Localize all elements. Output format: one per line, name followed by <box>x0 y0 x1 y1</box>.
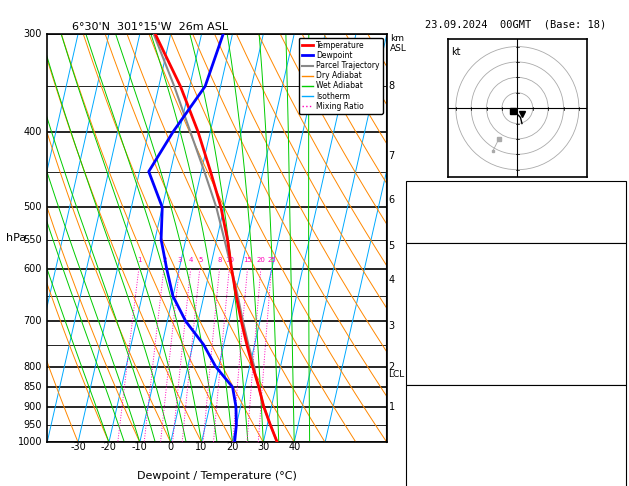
Text: -3: -3 <box>611 331 622 340</box>
Text: 20: 20 <box>257 258 265 263</box>
Text: 1000: 1000 <box>18 437 42 447</box>
Text: 900: 900 <box>24 401 42 412</box>
Legend: Temperature, Dewpoint, Parcel Trajectory, Dry Adiabat, Wet Adiabat, Isotherm, Mi: Temperature, Dewpoint, Parcel Trajectory… <box>299 38 383 114</box>
Text: 800: 800 <box>24 362 42 372</box>
Text: 4: 4 <box>189 258 194 263</box>
Text: Most Unstable: Most Unstable <box>481 392 551 401</box>
Text: θᴄ (K): θᴄ (K) <box>409 433 442 442</box>
Text: 1: 1 <box>137 258 142 263</box>
Text: 33: 33 <box>611 188 622 197</box>
Text: LCL: LCL <box>389 370 405 379</box>
Text: Lifted Index: Lifted Index <box>409 331 474 340</box>
Text: 0: 0 <box>616 372 622 381</box>
Text: 43: 43 <box>611 208 622 217</box>
Text: 4: 4 <box>389 275 394 285</box>
Text: CAPE (J): CAPE (J) <box>409 351 452 360</box>
Text: 400: 400 <box>24 126 42 137</box>
Text: 2: 2 <box>162 258 167 263</box>
Text: 34.5: 34.5 <box>601 270 622 278</box>
Text: K: K <box>409 188 415 197</box>
Text: 7: 7 <box>389 151 395 161</box>
Text: 700: 700 <box>23 316 42 326</box>
Text: 550: 550 <box>23 235 42 244</box>
Text: 1: 1 <box>389 401 394 412</box>
Text: -30: -30 <box>70 442 86 452</box>
Text: 30: 30 <box>257 442 269 452</box>
Text: 6°30'N  301°15'W  26m ASL: 6°30'N 301°15'W 26m ASL <box>72 21 228 32</box>
Text: 1008: 1008 <box>601 413 622 421</box>
Text: Mixing Ratio (g/kg): Mixing Ratio (g/kg) <box>420 198 428 278</box>
Text: PW (cm): PW (cm) <box>409 229 447 238</box>
Text: 10: 10 <box>196 442 208 452</box>
Text: 1046: 1046 <box>601 474 622 483</box>
Text: 600: 600 <box>24 264 42 274</box>
Text: 4.58: 4.58 <box>601 229 622 238</box>
Text: 20: 20 <box>226 442 238 452</box>
Text: θᴄ(K): θᴄ(K) <box>409 311 437 319</box>
Text: hPa: hPa <box>6 233 26 243</box>
Text: Dewpoint / Temperature (°C): Dewpoint / Temperature (°C) <box>137 471 297 481</box>
Text: 5: 5 <box>198 258 203 263</box>
Text: -3: -3 <box>611 453 622 462</box>
Text: -10: -10 <box>132 442 148 452</box>
Text: Dewp (°C): Dewp (°C) <box>409 290 458 299</box>
Text: 2: 2 <box>389 362 395 372</box>
Text: Surface: Surface <box>497 249 535 258</box>
Text: 850: 850 <box>23 382 42 392</box>
Text: 1046: 1046 <box>601 351 622 360</box>
Text: Totals Totals: Totals Totals <box>409 208 479 217</box>
Text: 353: 353 <box>606 311 622 319</box>
Text: 500: 500 <box>23 202 42 212</box>
Text: km
ASL: km ASL <box>390 34 407 53</box>
Text: 8: 8 <box>218 258 222 263</box>
Text: 6: 6 <box>389 195 394 206</box>
Text: 10: 10 <box>225 258 234 263</box>
Text: CIN (J): CIN (J) <box>409 372 447 381</box>
Text: Pressure (mb): Pressure (mb) <box>409 413 479 421</box>
Text: CAPE (J): CAPE (J) <box>409 474 452 483</box>
Text: 15: 15 <box>243 258 252 263</box>
Text: 950: 950 <box>23 420 42 430</box>
Text: 5: 5 <box>389 241 395 251</box>
Text: Lifted Index: Lifted Index <box>409 453 474 462</box>
Text: 25: 25 <box>267 258 276 263</box>
Text: 0: 0 <box>167 442 174 452</box>
Text: 300: 300 <box>24 29 42 39</box>
Text: kt: kt <box>451 47 460 56</box>
Text: 20.7: 20.7 <box>601 290 622 299</box>
Text: Temp (°C): Temp (°C) <box>409 270 458 278</box>
Text: 3: 3 <box>177 258 182 263</box>
Text: © weatheronline.co.uk: © weatheronline.co.uk <box>459 474 572 484</box>
Text: 8: 8 <box>389 81 394 91</box>
Text: 3: 3 <box>389 321 394 331</box>
Text: 23.09.2024  00GMT  (Base: 18): 23.09.2024 00GMT (Base: 18) <box>425 19 606 30</box>
Text: 40: 40 <box>288 442 300 452</box>
Text: -20: -20 <box>101 442 117 452</box>
Text: 353: 353 <box>606 433 622 442</box>
